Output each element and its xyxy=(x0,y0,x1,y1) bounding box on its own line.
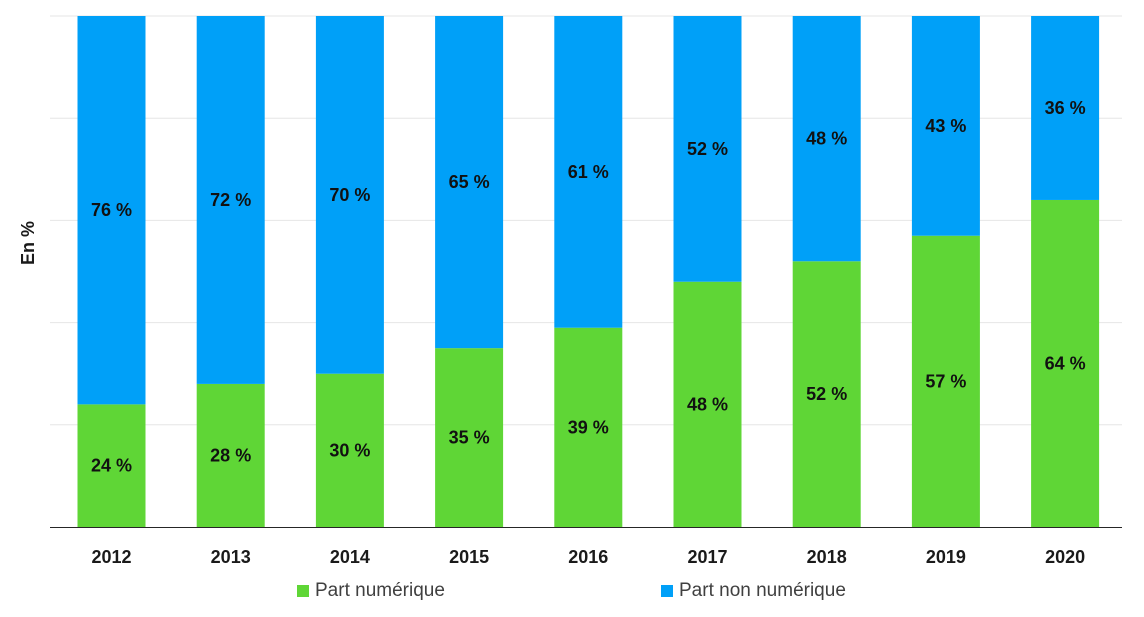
data-label-non-digital-2015: 65 % xyxy=(449,172,490,192)
bar-digital-2017 xyxy=(673,281,742,527)
data-label-non-digital-2019: 43 % xyxy=(925,116,966,136)
bar-non-digital-2014 xyxy=(315,16,384,374)
bar-non-digital-2017 xyxy=(673,16,742,282)
x-tick-label-2017: 2017 xyxy=(687,547,727,567)
x-tick-label-2014: 2014 xyxy=(330,547,370,567)
x-tick-label-2012: 2012 xyxy=(91,547,131,567)
bar-non-digital-2018 xyxy=(792,16,861,262)
data-label-non-digital-2013: 72 % xyxy=(210,190,251,210)
legend-item-non-digital: Part non numérique xyxy=(661,580,846,602)
x-tick-label-2013: 2013 xyxy=(211,547,251,567)
data-label-non-digital-2016: 61 % xyxy=(568,162,609,182)
x-tick-label-2019: 2019 xyxy=(926,547,966,567)
legend-swatch-digital xyxy=(297,585,309,597)
bar-digital-2019 xyxy=(911,235,980,528)
x-tick-label-2018: 2018 xyxy=(807,547,847,567)
x-tick-label-2016: 2016 xyxy=(568,547,608,567)
legend-swatch-non-digital xyxy=(661,585,673,597)
legend-label-non-digital: Part non numérique xyxy=(679,580,846,601)
bar-digital-2013 xyxy=(196,383,265,527)
data-label-digital-2017: 48 % xyxy=(687,394,728,414)
x-tick-labels: 2012 2013 2014 2015 2016 2017 2018 2019 2020 xyxy=(91,547,1085,567)
bar-digital-2012 xyxy=(77,404,146,527)
data-label-non-digital-2014: 70 % xyxy=(329,185,370,205)
bar-non-digital-2020 xyxy=(1031,16,1100,200)
bar-digital-2018 xyxy=(792,261,861,527)
data-label-digital-2020: 64 % xyxy=(1045,353,1086,373)
bar-non-digital-2015 xyxy=(435,16,504,349)
data-label-non-digital-2018: 48 % xyxy=(806,129,847,149)
data-label-digital-2012: 24 % xyxy=(91,456,132,476)
y-axis-title: En % xyxy=(18,221,38,265)
data-label-non-digital-2017: 52 % xyxy=(687,139,728,159)
bar-digital-2015 xyxy=(435,348,504,527)
bar-digital-2020 xyxy=(1031,199,1100,527)
bar-digital-2016 xyxy=(554,327,623,527)
data-label-digital-2019: 57 % xyxy=(925,371,966,391)
data-label-digital-2013: 28 % xyxy=(210,445,251,465)
data-label-digital-2018: 52 % xyxy=(806,384,847,404)
bar-non-digital-2019 xyxy=(911,16,980,236)
bar-non-digital-2012 xyxy=(77,16,146,405)
legend-item-digital: Part numérique xyxy=(297,580,445,602)
bar-non-digital-2016 xyxy=(554,16,623,328)
data-label-digital-2015: 35 % xyxy=(449,428,490,448)
bar-digital-2014 xyxy=(315,373,384,527)
data-label-digital-2014: 30 % xyxy=(329,440,370,460)
bars: 24 % 76 % 28 % 72 % 30 % 70 % 35 % 65 % 39 % 61 %… xyxy=(77,16,1100,528)
x-tick-label-2020: 2020 xyxy=(1045,547,1085,567)
x-tick-label-2015: 2015 xyxy=(449,547,489,567)
data-label-digital-2016: 39 % xyxy=(568,417,609,437)
data-label-non-digital-2012: 76 % xyxy=(91,200,132,220)
bar-non-digital-2013 xyxy=(196,16,265,384)
legend-label-digital: Part numérique xyxy=(315,580,445,601)
data-label-non-digital-2020: 36 % xyxy=(1045,98,1086,118)
